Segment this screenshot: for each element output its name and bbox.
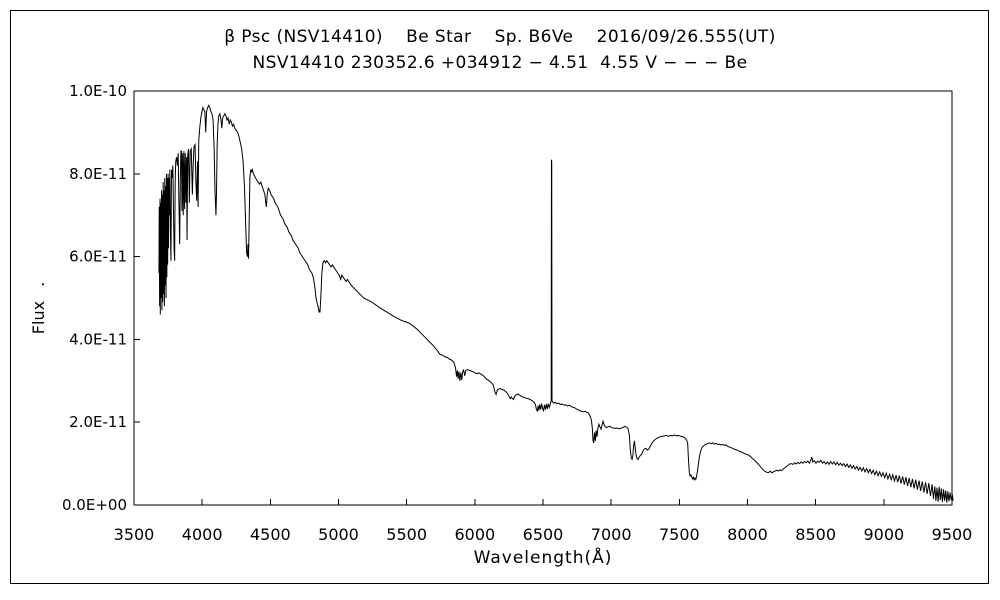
x-tick-label: 5500 bbox=[386, 525, 427, 544]
y-tick-label: 8.0E-11 bbox=[69, 165, 127, 183]
plot-frame bbox=[133, 90, 953, 506]
x-tick-label: 9500 bbox=[932, 525, 973, 544]
y-tick-label: 2.0E-11 bbox=[69, 413, 127, 431]
x-tick-label: 9000 bbox=[863, 525, 904, 544]
y-axis-label-dot: . bbox=[29, 281, 48, 287]
x-tick-label: 4000 bbox=[182, 525, 223, 544]
y-axis-label: Flux bbox=[29, 300, 48, 335]
x-tick-label: 4500 bbox=[250, 525, 291, 544]
spectrum-line bbox=[158, 104, 954, 503]
x-tick-label: 3500 bbox=[114, 525, 155, 544]
x-tick-label: 5000 bbox=[318, 525, 359, 544]
y-tick-label: 1.0E-10 bbox=[69, 82, 127, 100]
x-axis-label: Wavelength(Å) bbox=[473, 548, 613, 568]
x-tick-label: 6500 bbox=[523, 525, 564, 544]
x-tick-label: 6000 bbox=[454, 525, 495, 544]
x-tick-label: 8500 bbox=[795, 525, 836, 544]
x-tick-label: 7000 bbox=[591, 525, 632, 544]
chart-subtitle: NSV14410 230352.6 +034912 − 4.51 4.55 V … bbox=[252, 53, 748, 73]
y-tick-label: 6.0E-11 bbox=[69, 248, 127, 266]
x-tick-label: 7500 bbox=[659, 525, 700, 544]
image-border bbox=[10, 10, 989, 584]
x-tick-label: 8000 bbox=[727, 525, 768, 544]
chart-title: β Psc (NSV14410) Be Star Sp. B6Ve 2016/0… bbox=[224, 27, 776, 47]
y-tick-label: 0.0E+00 bbox=[62, 496, 127, 514]
y-axis-label-box: Flux. bbox=[29, 266, 48, 350]
y-tick-label: 4.0E-11 bbox=[69, 330, 127, 348]
